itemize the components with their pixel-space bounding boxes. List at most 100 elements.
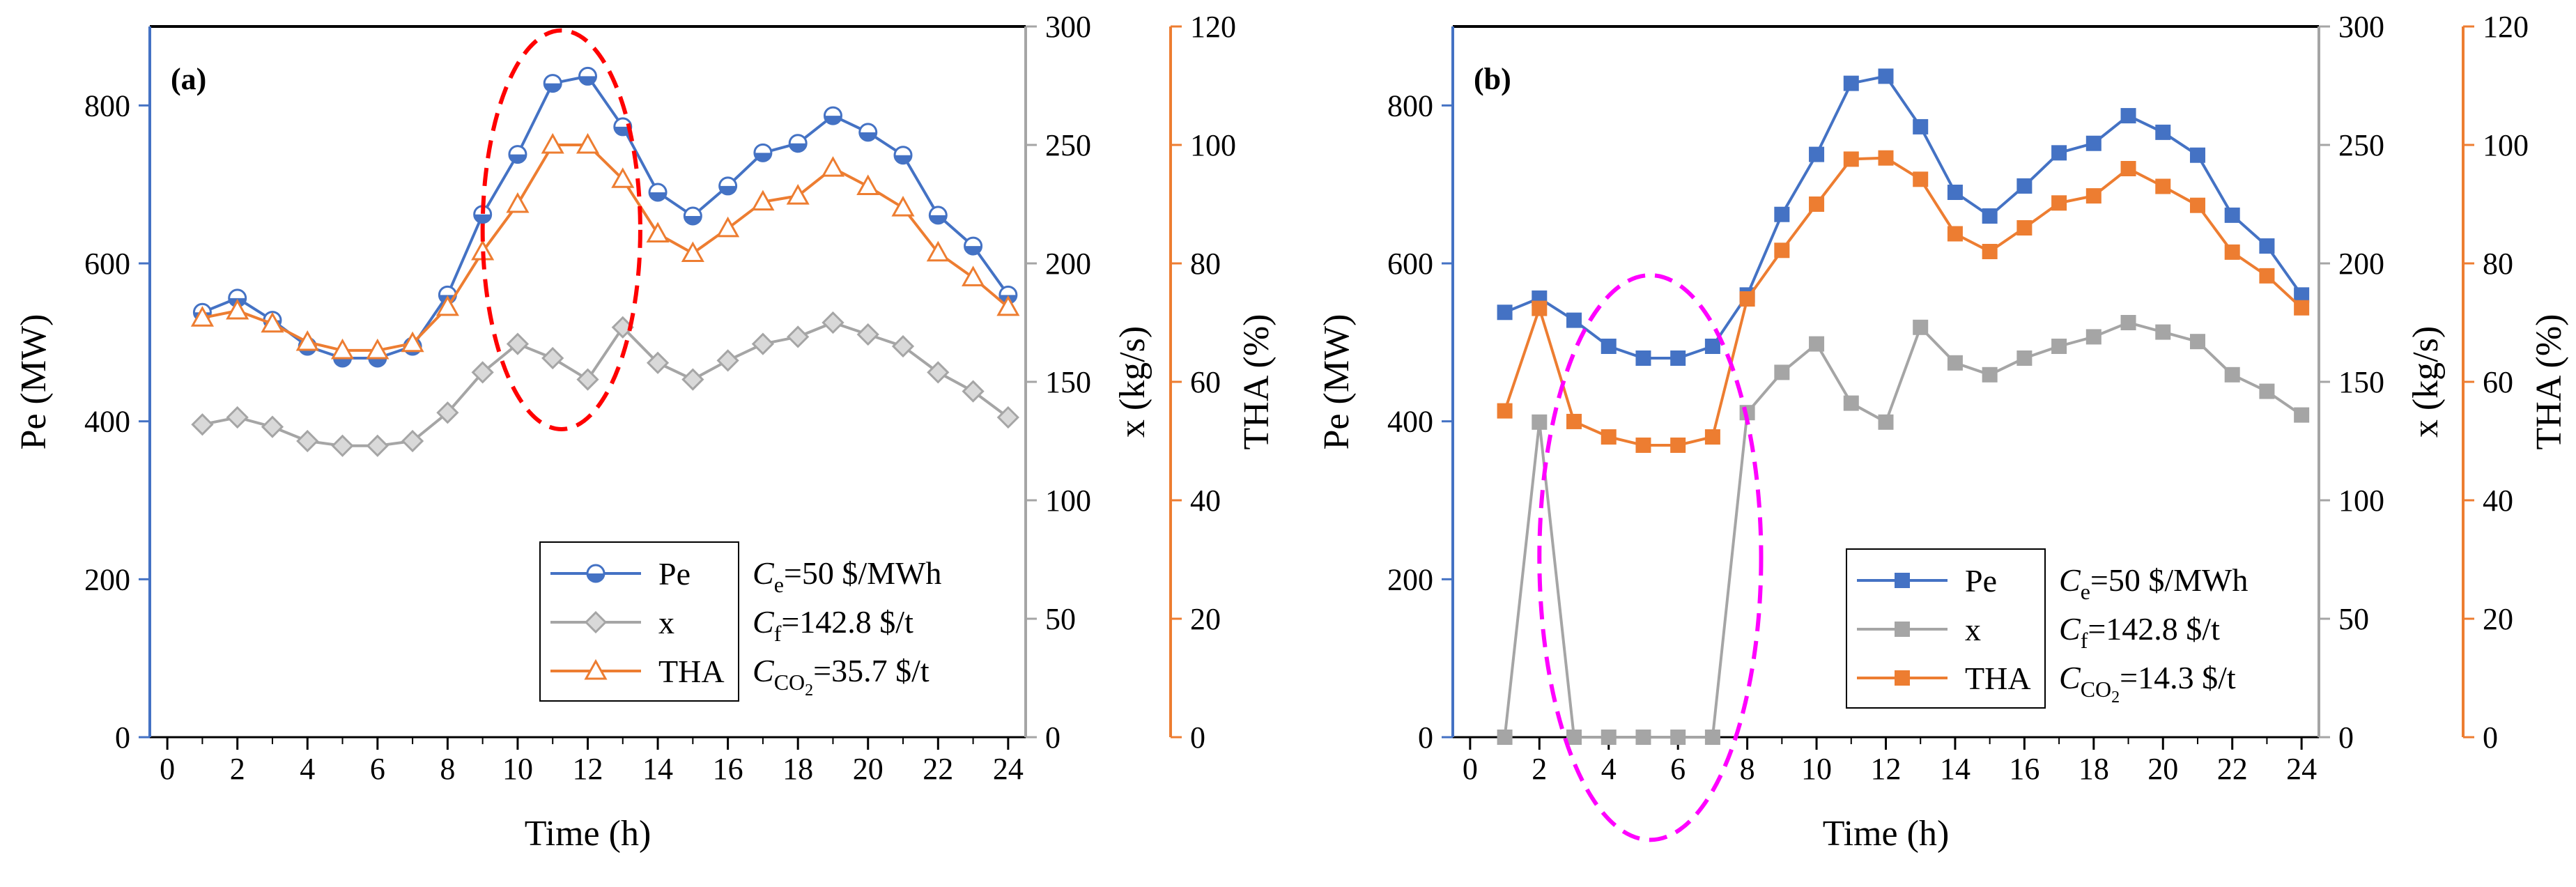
x-tick-label: 10: [502, 752, 533, 786]
legend-marker-x: [584, 610, 608, 634]
x-axis-title: Time (h): [1823, 814, 1950, 854]
tha-tick-label: 80: [1190, 247, 1221, 281]
legend: Pe x THA: [1846, 548, 2046, 709]
data-point-tha: [506, 192, 530, 213]
data-point-tha: [366, 338, 390, 360]
highlight-ellipse: [480, 28, 642, 431]
data-point-tha: [2259, 268, 2275, 284]
data-point-x: [1878, 414, 1894, 430]
data-point-tha: [2016, 220, 2033, 236]
legend-label-x: x: [658, 605, 674, 640]
data-point-x: [1913, 319, 1929, 335]
left-axis-title: Pe (MW): [14, 314, 54, 450]
data-point-x: [2224, 367, 2240, 383]
data-point-x: [1532, 414, 1548, 430]
data-point-tha: [1774, 242, 1790, 259]
data-point-tha: [2051, 195, 2067, 211]
tha-tick-label: 40: [1190, 484, 1221, 518]
x-tick-label: 20: [853, 752, 884, 786]
x-kgs-tick-label: 150: [2338, 365, 2384, 399]
data-point-x: [822, 311, 844, 334]
tha-axis-title: THA (%): [2529, 314, 2569, 450]
tha-tick-label: 0: [1190, 720, 1205, 755]
data-point-tha: [2120, 161, 2136, 176]
data-point-pe-fill: [684, 216, 702, 224]
data-point-pe: [1947, 185, 1963, 200]
data-point-x: [191, 413, 214, 436]
data-point-pe-fill: [369, 358, 386, 367]
x-kgs-tick-label: 250: [1045, 128, 1091, 162]
data-point-pe-fill: [544, 83, 562, 92]
data-point-x: [1635, 730, 1651, 745]
data-point-pe: [1982, 208, 1998, 224]
tha-axis-title: THA (%): [1237, 314, 1277, 450]
legend-label-tha: THA: [658, 654, 725, 689]
data-point-pe: [1497, 304, 1513, 321]
data-point-tha: [401, 331, 424, 353]
data-point-pe-fill: [789, 143, 807, 152]
data-point-pe: [2155, 124, 2171, 140]
data-point-tha: [1670, 437, 1686, 453]
data-point-x: [716, 349, 739, 372]
data-point-pe: [1704, 339, 1720, 354]
data-point-x: [261, 415, 284, 438]
x-kgs-tick-label: 0: [1045, 720, 1061, 755]
data-point-pe: [1913, 118, 1929, 134]
data-point-pe-fill: [930, 215, 947, 224]
legend-label-pe: Pe: [658, 556, 691, 592]
data-point-x: [996, 406, 1019, 429]
cost-parameter-2: Cf=142.8 $/t: [2059, 611, 2220, 653]
series-tha: [190, 132, 1020, 360]
x-tick-label: 24: [2286, 752, 2317, 786]
data-point-tha: [1566, 413, 1582, 429]
data-point-tha: [996, 295, 1020, 316]
data-point-x: [856, 323, 879, 346]
data-point-x: [751, 332, 775, 355]
legend-label-x: x: [1965, 612, 1981, 647]
data-point-tha: [1635, 437, 1651, 453]
data-point-tha: [1947, 226, 1963, 242]
data-point-tha: [541, 132, 564, 154]
x-tick-label: 16: [713, 752, 743, 786]
data-point-pe-fill: [719, 185, 736, 194]
tha-tick-label: 80: [2483, 247, 2513, 281]
left-tick-label: 0: [115, 720, 130, 755]
data-point-pe-fill: [859, 132, 877, 141]
data-point-tha: [2189, 197, 2205, 213]
data-point-pe-fill: [754, 153, 771, 162]
x-tick-label: 18: [2078, 752, 2109, 786]
x-kgs-tick-label: 300: [1045, 10, 1091, 44]
data-point-tha: [226, 298, 249, 320]
x-kgs-tick-label: 150: [1045, 365, 1091, 399]
series-line-pe: [1504, 75, 2303, 360]
x-kgs-axis-title: x (kg/s): [2406, 326, 2446, 438]
left-tick-label: 800: [1387, 88, 1433, 123]
data-point-pe: [2259, 238, 2275, 254]
series-tha: [1497, 150, 2310, 453]
data-point-tha: [1809, 196, 1825, 212]
data-point-x: [1566, 730, 1582, 745]
legend-label-pe: Pe: [1965, 563, 1997, 599]
data-point-tha: [1843, 151, 1859, 167]
data-point-x: [2155, 324, 2171, 340]
data-point-x: [787, 325, 810, 348]
legend-marker-x: [1895, 622, 1910, 637]
data-point-x: [1809, 336, 1825, 352]
x-tick-label: 2: [1532, 752, 1547, 786]
legend: Pe x THA: [539, 541, 739, 702]
series-pe: [192, 66, 1018, 368]
left-tick-label: 0: [1418, 720, 1433, 755]
tha-tick-label: 100: [1190, 128, 1236, 162]
data-point-tha: [2155, 178, 2171, 194]
data-point-tha: [646, 222, 670, 242]
data-point-tha: [1601, 429, 1617, 445]
x-tick-label: 4: [1601, 752, 1617, 786]
series-pe: [1497, 68, 2310, 366]
left-tick-label: 400: [1387, 405, 1433, 439]
data-point-tha: [751, 190, 775, 211]
series-x: [191, 311, 1019, 457]
x-tick-label: 2: [230, 752, 245, 786]
data-point-tha: [891, 196, 915, 217]
panel-label: (b): [1474, 62, 1511, 96]
cost-parameter-2: Cf=142.8 $/t: [753, 604, 913, 646]
